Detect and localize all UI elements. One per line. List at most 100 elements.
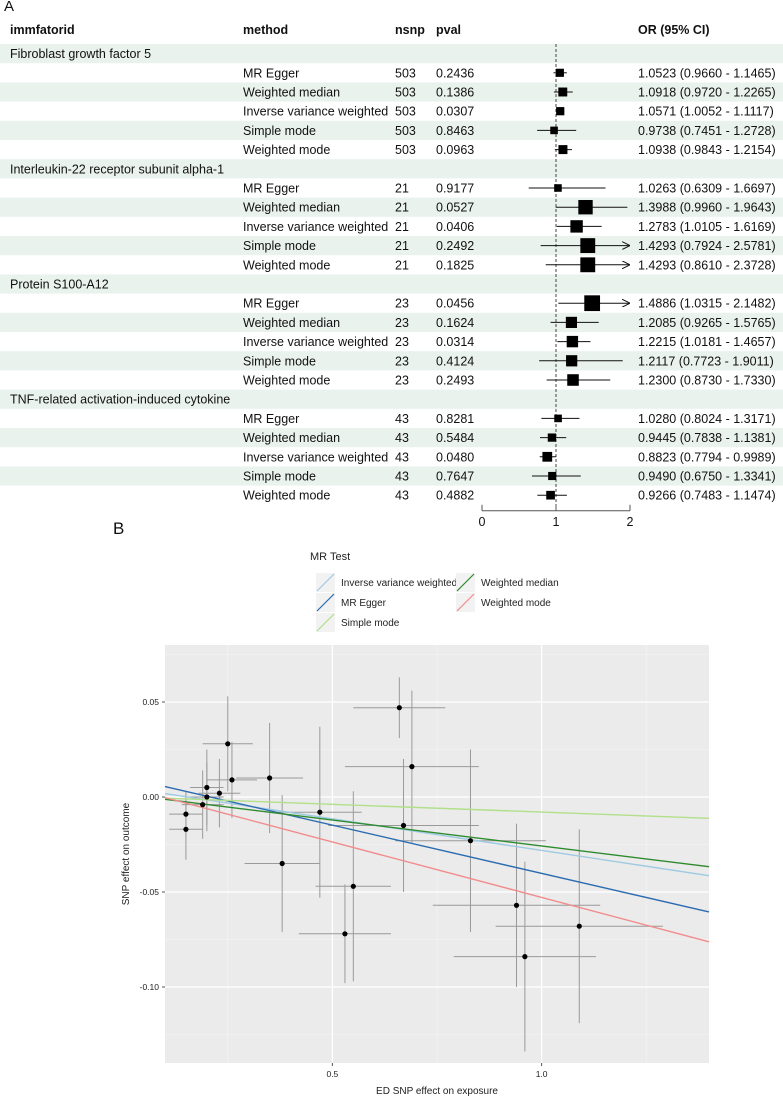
method-label: Weighted median (243, 86, 340, 100)
nsnp-value: 23 (395, 316, 409, 330)
or-ci-value: 0.9445 (0.7838 - 1.1381) (638, 431, 776, 445)
pval-value: 0.9177 (436, 182, 474, 196)
legend-swatch (456, 593, 475, 612)
zebra-stripe (0, 466, 783, 486)
x-tick-label: 1 (553, 515, 560, 529)
nsnp-value: 43 (395, 489, 409, 503)
pval-value: 0.0314 (436, 335, 474, 349)
pval-value: 0.7647 (436, 470, 474, 484)
panel-a-label: A (4, 0, 15, 15)
or-ci-value: 1.2783 (1.0105 - 1.6169) (638, 220, 776, 234)
nsnp-value: 43 (395, 431, 409, 445)
or-point (566, 335, 579, 348)
nsnp-value: 503 (395, 105, 416, 119)
column-header: immfatorid (10, 23, 75, 37)
or-point (565, 316, 578, 328)
snp-point (522, 954, 528, 960)
snp-point (576, 923, 582, 929)
legend-entry: Simple mode (341, 618, 400, 629)
y-axis-title: SNP effect on outcome (121, 802, 132, 905)
or-ci-value: 1.0280 (0.8024 - 1.3171) (638, 412, 776, 426)
or-point (548, 471, 557, 481)
group-label: Fibroblast growth factor 5 (10, 47, 151, 61)
snp-point (229, 777, 235, 783)
snp-point (317, 809, 323, 815)
or-ci-value: 1.4886 (1.0315 - 2.1482) (638, 297, 776, 311)
nsnp-value: 23 (395, 335, 409, 349)
or-ci-value: 0.9266 (0.7483 - 1.1474) (638, 489, 776, 503)
snp-point (183, 811, 189, 817)
method-label: Weighted mode (243, 143, 330, 157)
or-point (580, 238, 596, 254)
legend-swatch (316, 573, 335, 592)
method-label: Inverse variance weighted (243, 105, 388, 119)
snp-point (396, 705, 402, 711)
zebra-stripe (0, 82, 783, 102)
method-label: MR Egger (243, 412, 299, 426)
method-label: Weighted median (243, 316, 340, 330)
zebra-stripe (0, 274, 783, 294)
pval-value: 0.5484 (436, 431, 474, 445)
method-label: Simple mode (243, 354, 316, 368)
nsnp-value: 23 (395, 374, 409, 388)
or-point (567, 374, 579, 386)
x-tick-label: 2 (627, 515, 634, 529)
nsnp-value: 503 (395, 86, 416, 100)
column-header: nsnp (395, 23, 425, 37)
zebra-stripe (0, 389, 783, 409)
or-ci-value: 1.0571 (1.0052 - 1.1117) (638, 105, 774, 119)
snp-point (183, 826, 189, 832)
snp-point (225, 741, 231, 747)
or-point (554, 414, 562, 423)
or-point (558, 87, 568, 97)
nsnp-value: 23 (395, 354, 409, 368)
method-label: Weighted mode (243, 258, 330, 272)
y-tick-label: 0.00 (142, 792, 159, 802)
method-label: Simple mode (243, 124, 316, 138)
zebra-stripe (0, 351, 783, 371)
method-label: Inverse variance weighted (243, 450, 388, 464)
or-point (580, 257, 596, 273)
method-label: Simple mode (243, 239, 316, 253)
snp-point (350, 883, 356, 889)
panel-b-label: B (113, 519, 125, 538)
or-ci-value: 1.2117 (0.7723 - 1.9011) (638, 354, 774, 368)
x-tick-label: 1.0 (536, 1069, 548, 1079)
method-label: Weighted median (243, 431, 340, 445)
zebra-stripe (0, 428, 783, 448)
nsnp-value: 503 (395, 66, 416, 80)
or-ci-value: 0.8823 (0.7794 - 0.9989) (638, 450, 776, 464)
method-label: Weighted median (243, 201, 340, 215)
or-ci-value: 0.9490 (0.6750 - 1.3341) (638, 470, 776, 484)
column-header: pval (436, 23, 461, 37)
snp-point (409, 764, 415, 770)
pval-value: 0.1624 (436, 316, 474, 330)
nsnp-value: 503 (395, 124, 416, 138)
nsnp-value: 21 (395, 239, 409, 253)
legend-entry: Weighted mode (481, 598, 551, 609)
method-label: MR Egger (243, 297, 299, 311)
pval-value: 0.0406 (436, 220, 474, 234)
method-label: MR Egger (243, 182, 299, 196)
pval-value: 0.0307 (436, 105, 474, 119)
regression-line (164, 785, 710, 913)
nsnp-value: 23 (395, 297, 409, 311)
forest-plot: immfatorid method nsnp pval OR (95% CI) Fibro… (0, 23, 783, 529)
snp-point (513, 902, 520, 908)
legend-swatch (316, 593, 335, 612)
zebra-stripe (0, 312, 783, 332)
zebra-stripe (0, 44, 783, 64)
or-ci-value: 1.2085 (0.9265 - 1.5765) (638, 316, 776, 330)
or-ci-value: 1.2215 (1.0181 - 1.4657) (638, 335, 776, 349)
pval-value: 0.0527 (436, 201, 474, 215)
or-point (584, 295, 601, 312)
or-point (542, 451, 553, 462)
pval-value: 0.0480 (436, 450, 474, 464)
nsnp-value: 21 (395, 182, 409, 196)
or-ci-value: 1.4293 (0.7924 - 2.5781) (638, 239, 776, 253)
method-label: Weighted mode (243, 489, 330, 503)
pval-value: 0.4124 (436, 354, 474, 368)
legend-entry: MR Egger (341, 598, 387, 609)
x-tick-label: 0.5 (326, 1069, 338, 1079)
method-label: Weighted mode (243, 374, 330, 388)
